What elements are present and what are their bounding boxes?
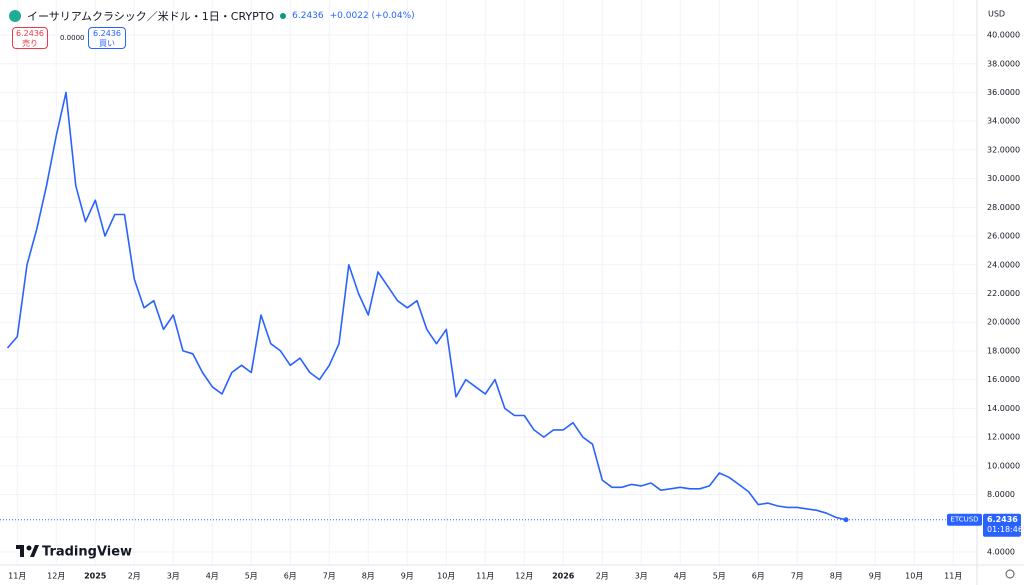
header: イーサリアムクラシック／米ドル・1日・CRYPTO 6.2436 +0.0022… <box>9 8 415 24</box>
x-tick-label: 8月 <box>830 572 843 581</box>
x-tick-label: 6月 <box>752 572 765 581</box>
y-tick-label: 4.0000 <box>987 547 1015 556</box>
y-tick-label: 36.0000 <box>987 88 1020 97</box>
x-tick-label: 12月 <box>515 572 533 581</box>
settings-icon[interactable] <box>1005 569 1015 579</box>
y-tick-label: 8.0000 <box>987 490 1015 499</box>
y-tick-label: 16.0000 <box>987 375 1020 384</box>
x-tick-label: 11月 <box>8 572 26 581</box>
price: 6.2436 <box>292 11 324 21</box>
sell-button[interactable]: 6.2436 売り <box>12 27 48 49</box>
symbol-tag-text: ETCUSD <box>950 516 978 524</box>
symbol-tag <box>947 513 982 526</box>
countdown: 01:18:46 <box>987 525 1023 534</box>
y-tick-label: 18.0000 <box>987 346 1020 355</box>
x-tick-label: 2月 <box>596 572 609 581</box>
y-tick-label: 26.0000 <box>987 232 1020 241</box>
y-tick-label: 40.0000 <box>987 31 1020 40</box>
y-tick-label: 38.0000 <box>987 59 1020 68</box>
x-tick-label: 11月 <box>944 572 962 581</box>
x-tick-label: 7月 <box>323 572 336 581</box>
title: イーサリアムクラシック／米ドル・1日・CRYPTO <box>27 10 275 23</box>
status-dot <box>280 13 287 19</box>
price-line <box>6 91 847 521</box>
x-tick-label: 2月 <box>128 572 141 581</box>
x-tick-label: 3月 <box>635 572 648 581</box>
y-tick-label: 24.0000 <box>987 260 1020 269</box>
buy-button[interactable]: 6.2436 買い <box>88 27 126 49</box>
spread: 0.0000 <box>60 34 85 42</box>
x-tick-label: 10月 <box>437 572 455 581</box>
symbol-icon <box>9 10 21 22</box>
x-tick-label: 9月 <box>401 572 414 581</box>
x-tick-label: 2025 <box>84 572 107 581</box>
price-tag <box>983 513 1021 537</box>
x-tick-label: 5月 <box>245 572 258 581</box>
x-tick-label: 11月 <box>476 572 494 581</box>
y-tick-label: 22.0000 <box>987 289 1020 298</box>
grid <box>0 0 977 565</box>
x-tick-label: 3月 <box>167 572 180 581</box>
sell-price: 6.2436 <box>16 29 44 38</box>
x-tick-label: 7月 <box>791 572 804 581</box>
y-tick-label: 14.0000 <box>987 404 1020 413</box>
currency[interactable]: USD <box>988 10 1005 19</box>
x-tick-label: 8月 <box>362 572 375 581</box>
sell-label: 売り <box>22 39 38 48</box>
buy-label: 買い <box>99 39 115 48</box>
x-tick-label: 6月 <box>284 572 297 581</box>
y-tick-label: 34.0000 <box>987 117 1020 126</box>
price-tag-text: 6.2436 <box>987 515 1018 524</box>
y-tick-label: 28.0000 <box>987 203 1020 212</box>
x-tick-label: 9月 <box>869 572 882 581</box>
y-tick-label: 30.0000 <box>987 174 1020 183</box>
change: +0.0022 (+0.04%) <box>329 11 415 21</box>
y-tick-label: 32.0000 <box>987 145 1020 154</box>
x-tick-label: 2026 <box>552 572 575 581</box>
x-tick-label: 4月 <box>206 572 219 581</box>
x-tick-label: 10月 <box>905 572 923 581</box>
logo: TradingView <box>16 545 132 560</box>
x-tick-label: 5月 <box>713 572 726 581</box>
buy-price: 6.2436 <box>93 29 121 38</box>
x-tick-label: 4月 <box>674 572 687 581</box>
y-tick-label: 20.0000 <box>987 318 1020 327</box>
x-tick-label: 12月 <box>47 572 65 581</box>
y-tick-label: 12.0000 <box>987 433 1020 442</box>
logo-text: TradingView <box>42 545 132 560</box>
y-tick-label: 10.0000 <box>987 461 1020 470</box>
